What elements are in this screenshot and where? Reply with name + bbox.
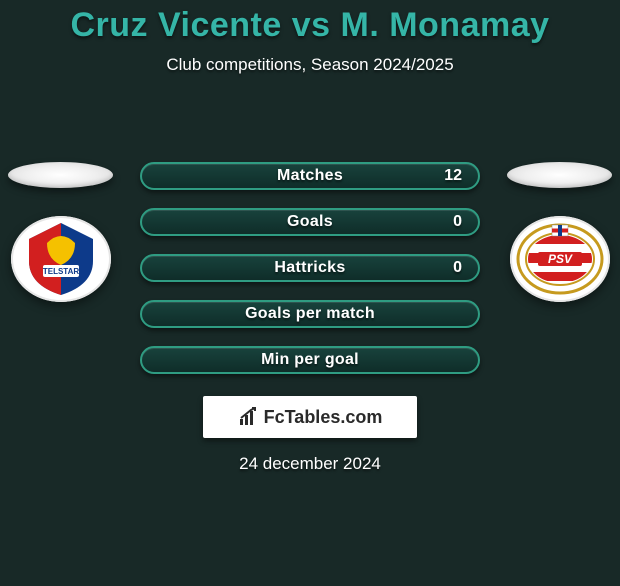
stat-pill-label: Min per goal	[261, 351, 359, 369]
comparison-body: TELSTAR PSV	[0, 162, 620, 474]
stat-pill-label: Hattricks	[274, 259, 345, 277]
player-right-column: PSV	[507, 162, 612, 302]
chart-bars-icon	[238, 406, 260, 428]
player-left-crest: TELSTAR	[11, 216, 111, 302]
stat-pill-value: 12	[444, 167, 462, 185]
svg-text:PSV: PSV	[547, 252, 572, 266]
comparison-date: 24 december 2024	[0, 454, 620, 474]
telstar-crest-icon: TELSTAR	[21, 221, 101, 297]
stat-pill: Goals per match	[140, 300, 480, 328]
player-left-column: TELSTAR	[8, 162, 113, 302]
stat-pill-label: Goals per match	[245, 305, 375, 323]
stat-pill-list: Matches 12 Goals 0 Hattricks 0 Goals per match…	[140, 162, 480, 374]
svg-text:TELSTAR: TELSTAR	[42, 267, 79, 276]
fctables-logo-text: FcTables.com	[264, 407, 383, 428]
stat-pill: Hattricks 0	[140, 254, 480, 282]
player-left-oval	[8, 162, 113, 188]
comparison-title: Cruz Vicente vs M. Monamay	[0, 6, 620, 45]
stat-pill: Min per goal	[140, 346, 480, 374]
psv-crest-icon: PSV	[516, 219, 604, 299]
stat-pill-value: 0	[453, 259, 462, 277]
stat-pill: Goals 0	[140, 208, 480, 236]
comparison-subtitle: Club competitions, Season 2024/2025	[0, 55, 620, 75]
fctables-logo: FcTables.com	[203, 396, 417, 438]
player-right-crest: PSV	[510, 216, 610, 302]
player-right-oval	[507, 162, 612, 188]
stat-pill-value: 0	[453, 213, 462, 231]
stat-pill: Matches 12	[140, 162, 480, 190]
stat-pill-label: Matches	[277, 167, 343, 185]
stat-pill-label: Goals	[287, 213, 333, 231]
